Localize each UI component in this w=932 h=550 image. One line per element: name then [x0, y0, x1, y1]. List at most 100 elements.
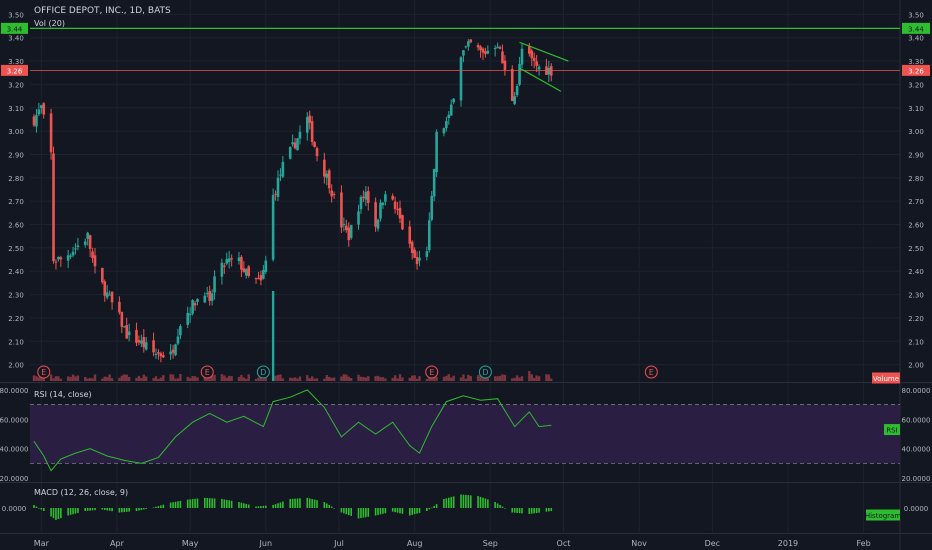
candle-body[interactable] [74, 248, 77, 250]
candle-body[interactable] [449, 104, 453, 116]
candle-body[interactable] [91, 251, 94, 259]
candle-body[interactable] [118, 301, 121, 313]
candle-body[interactable] [432, 169, 436, 197]
candle-body[interactable] [88, 235, 92, 249]
candle-body[interactable] [288, 146, 292, 159]
candle-body[interactable] [254, 278, 258, 280]
candle-body[interactable] [244, 269, 248, 276]
candle-body[interactable] [83, 241, 87, 245]
candle-body[interactable] [340, 192, 343, 228]
candle-body[interactable] [313, 142, 316, 148]
candle-body[interactable] [332, 194, 336, 196]
candle-body[interactable] [427, 220, 431, 251]
candle-body[interactable] [223, 265, 226, 267]
candle-body[interactable] [122, 326, 126, 328]
candle-body[interactable] [532, 57, 536, 61]
candle-body[interactable] [364, 191, 368, 200]
candle-body[interactable] [225, 259, 229, 264]
candle-body[interactable] [247, 266, 251, 276]
candle-body[interactable] [442, 128, 446, 134]
candle-body[interactable] [366, 191, 370, 203]
candle-body[interactable] [186, 313, 190, 325]
candle-body[interactable] [49, 113, 53, 153]
candle-body[interactable] [66, 255, 70, 261]
candle-body[interactable] [40, 105, 43, 109]
candle-body[interactable] [291, 142, 294, 145]
candle-body[interactable] [513, 96, 516, 105]
candle-body[interactable] [171, 349, 175, 353]
candle-body[interactable] [435, 131, 438, 173]
candle-body[interactable] [345, 225, 348, 231]
candle-body[interactable] [447, 114, 451, 119]
candle-body[interactable] [140, 340, 143, 344]
candle-body[interactable] [42, 103, 46, 115]
candle-body[interactable] [401, 214, 404, 230]
candle-body[interactable] [108, 294, 111, 296]
candle-body[interactable] [69, 255, 72, 257]
candle-body[interactable] [152, 340, 155, 353]
candle-body[interactable] [479, 46, 482, 51]
candle-body[interactable] [298, 131, 302, 139]
candle-body[interactable] [430, 196, 434, 220]
candle-body[interactable] [391, 195, 394, 200]
candle-body[interactable] [76, 245, 80, 248]
candle-body[interactable] [125, 325, 129, 339]
candlesticks[interactable] [32, 39, 553, 363]
candle-body[interactable] [413, 249, 416, 258]
candle-body[interactable] [462, 50, 465, 56]
candle-body[interactable] [220, 262, 224, 277]
candle-body[interactable] [464, 46, 468, 48]
earnings-marker[interactable]: E [425, 365, 439, 379]
candle-body[interactable] [486, 50, 490, 54]
candle-body[interactable] [330, 190, 333, 197]
earnings-marker[interactable]: E [644, 365, 658, 379]
candle-body[interactable] [515, 86, 519, 96]
candle-body[interactable] [325, 173, 329, 178]
candle-body[interactable] [54, 261, 58, 263]
candle-body[interactable] [315, 148, 319, 157]
candle-body[interactable] [425, 251, 429, 257]
candle-body[interactable] [154, 353, 158, 355]
candle-body[interactable] [476, 45, 480, 48]
candle-body[interactable] [127, 331, 131, 336]
candle-body[interactable] [481, 48, 485, 53]
candle-body[interactable] [459, 57, 463, 101]
candle-body[interactable] [496, 46, 499, 49]
candle-body[interactable] [408, 226, 412, 244]
candle-body[interactable] [86, 232, 89, 239]
candle-body[interactable] [308, 115, 312, 123]
candle-body[interactable] [205, 293, 209, 295]
candle-body[interactable] [323, 159, 326, 177]
candle-body[interactable] [503, 60, 507, 71]
candle-body[interactable] [537, 66, 541, 70]
candle-body[interactable] [188, 313, 192, 315]
candle-body[interactable] [393, 201, 397, 209]
candle-body[interactable] [271, 195, 275, 260]
candle-body[interactable] [276, 177, 280, 197]
candle-body[interactable] [237, 257, 241, 262]
candle-body[interactable] [32, 116, 36, 126]
candle-body[interactable] [135, 329, 138, 343]
candle-body[interactable] [191, 300, 194, 314]
candle-body[interactable] [445, 121, 448, 129]
candle-body[interactable] [196, 298, 199, 302]
candle-body[interactable] [374, 202, 377, 227]
candle-body[interactable] [262, 270, 265, 279]
earnings-marker[interactable]: E [200, 365, 214, 379]
candle-body[interactable] [310, 121, 314, 143]
candle-body[interactable] [528, 46, 531, 54]
candle-body[interactable] [208, 291, 211, 301]
candle-body[interactable] [71, 251, 75, 256]
candle-body[interactable] [52, 153, 55, 262]
candle-body[interactable] [203, 295, 207, 303]
candle-body[interactable] [240, 256, 243, 270]
candle-body[interactable] [120, 312, 124, 327]
dividend-marker[interactable]: D [256, 365, 270, 379]
dividend-marker[interactable]: D [478, 365, 492, 379]
candle-body[interactable] [357, 211, 360, 225]
candle-body[interactable] [59, 257, 63, 260]
candle-body[interactable] [159, 353, 163, 357]
candle-body[interactable] [144, 342, 148, 350]
